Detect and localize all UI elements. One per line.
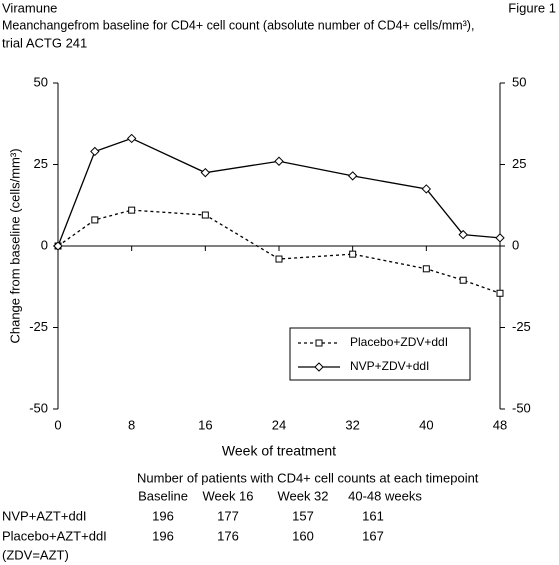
- point: [458, 229, 468, 240]
- point: [126, 133, 137, 144]
- y-axis-label: Change from baseline (cells/mm³): [7, 148, 22, 343]
- y2-tick-label: -50: [512, 400, 531, 415]
- y-tick-label: -25: [29, 319, 48, 334]
- x-tick-label: 32: [345, 417, 359, 432]
- x-axis-label: Week of treatment: [222, 443, 336, 459]
- table-cell: 196: [152, 508, 174, 523]
- point: [91, 216, 99, 224]
- header-left: Viramune: [2, 0, 57, 15]
- point: [90, 146, 100, 157]
- table-row-label: Placebo+AZT+ddI: [2, 528, 107, 543]
- point: [53, 241, 63, 251]
- y-tick-label: 50: [34, 74, 48, 89]
- y-tick-label: 25: [34, 156, 48, 171]
- x-tick-label: 40: [419, 417, 433, 432]
- x-tick-label: 8: [128, 417, 135, 432]
- legend-label: NVP+ZDV+ddI: [350, 359, 429, 373]
- x-tick-label: 24: [272, 417, 286, 432]
- table-column-header: Week 32: [277, 488, 328, 503]
- point: [274, 156, 284, 166]
- point: [496, 289, 504, 297]
- series-line: [57, 137, 501, 247]
- point: [495, 233, 505, 243]
- chart-title: Meanchangefrom baseline for CD4+ cell co…: [2, 18, 474, 32]
- point: [200, 167, 211, 178]
- y2-tick-label: -25: [512, 319, 531, 334]
- table-cell: 176: [217, 528, 239, 543]
- legend-label: Placebo+ZDV+ddI: [350, 335, 448, 349]
- table-cell: 161: [362, 508, 384, 523]
- point: [128, 206, 136, 214]
- point: [201, 211, 209, 219]
- y2-tick-label: 25: [512, 156, 526, 171]
- y-tick-label: -50: [29, 400, 48, 415]
- table-title: Number of patients with CD4+ cell counts…: [137, 470, 479, 485]
- table-column-header: Baseline: [138, 488, 188, 503]
- legend-marker: [314, 362, 324, 372]
- table-column-header: Week 16: [202, 488, 253, 503]
- point: [349, 250, 357, 258]
- series-line: [57, 209, 501, 294]
- table-cell: 157: [292, 508, 314, 523]
- point: [275, 255, 283, 263]
- x-tick-label: 48: [493, 417, 507, 432]
- point: [421, 184, 432, 194]
- y2-tick-label: 0: [512, 237, 519, 252]
- y2-tick-label: 50: [512, 74, 526, 89]
- point: [422, 265, 430, 273]
- y-tick-label: 0: [41, 237, 48, 252]
- table-cell: 160: [292, 528, 314, 543]
- point: [347, 171, 358, 181]
- x-tick-label: 16: [198, 417, 212, 432]
- legend-box: [289, 327, 471, 381]
- table-row-label: NVP+AZT+ddI: [2, 508, 87, 523]
- table-cell: 177: [217, 508, 239, 523]
- point: [459, 276, 467, 284]
- table-column-header: 40-48 weeks: [348, 488, 422, 503]
- table-note: (ZDV=AZT): [2, 547, 69, 562]
- table-cell: 167: [362, 528, 384, 543]
- chart-subtitle: trial ACTG 241: [2, 35, 87, 50]
- legend-marker: [315, 339, 323, 347]
- table-cell: 196: [152, 528, 174, 543]
- x-tick-label: 0: [54, 417, 61, 432]
- header-right: Figure 1: [508, 0, 556, 15]
